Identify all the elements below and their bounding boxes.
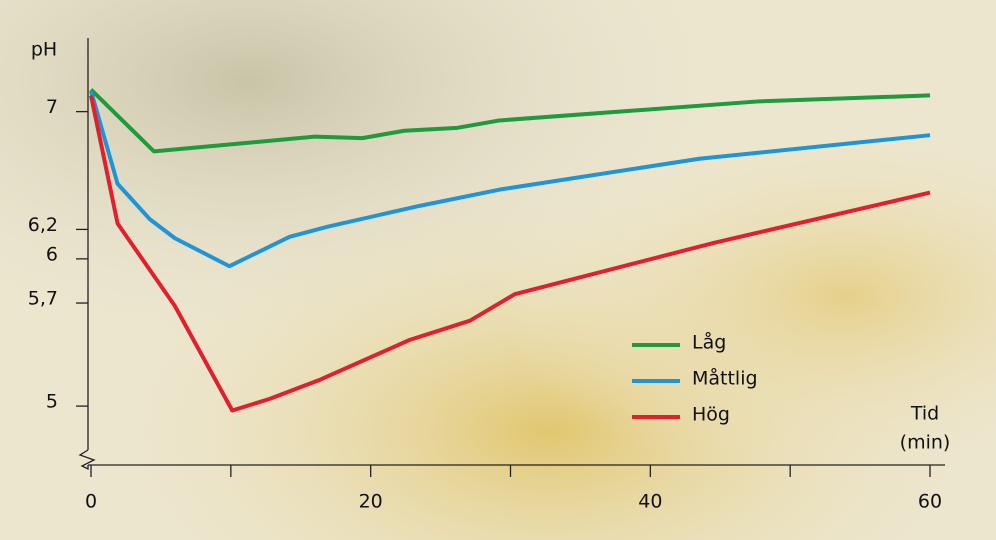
y-tick-label: 6: [46, 243, 58, 265]
y-tick-label: 5: [46, 391, 58, 413]
x-tick-label: 60: [918, 491, 942, 513]
page: pH Tid (min) 7 6,2 6 5,7 5 0 20 40 60 Låg Måttlig H…: [0, 0, 996, 540]
y-tick-label: 7: [46, 96, 58, 118]
y-tick-label: 5,7: [28, 288, 58, 310]
x-axis-label: Tid: [910, 403, 939, 425]
x-tick-label: 20: [359, 491, 383, 513]
legend-label: Hög: [692, 404, 730, 426]
y-tick-label: 6,2: [28, 214, 58, 236]
x-tick-label: 40: [638, 491, 662, 513]
chart: pH Tid (min) 7 6,2 6 5,7 5 0 20 40 60 Låg Måttlig H…: [0, 0, 996, 540]
legend-label: Måttlig: [692, 367, 758, 390]
y-axis-label: pH: [31, 39, 57, 61]
legend-label: Låg: [692, 331, 726, 354]
x-tick-label: 0: [85, 491, 97, 513]
x-axis-unit: (min): [900, 432, 951, 454]
